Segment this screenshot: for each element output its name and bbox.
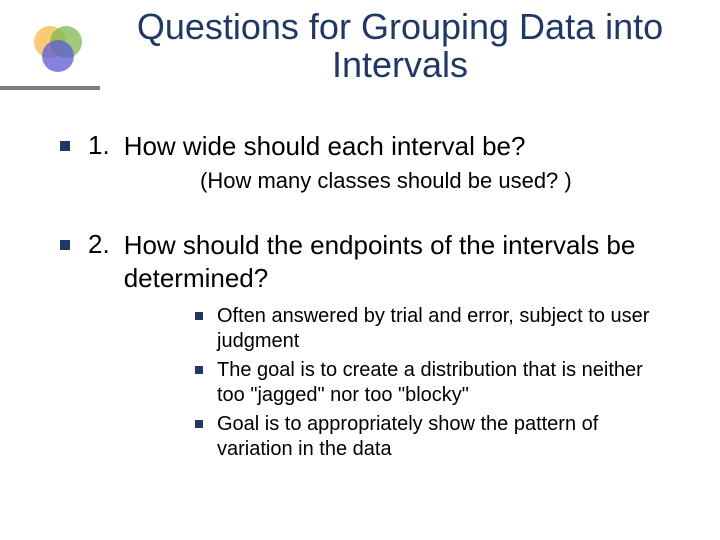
square-bullet-icon bbox=[195, 312, 203, 320]
sub-item-text: Goal is to appropriately show the patter… bbox=[217, 412, 670, 462]
item-text: How wide should each interval be? bbox=[124, 130, 526, 163]
sub-list-item: Often answered by trial and error, subje… bbox=[195, 304, 670, 354]
sub-item-text: Often answered by trial and error, subje… bbox=[217, 304, 670, 354]
sub-item-text: The goal is to create a distribution tha… bbox=[217, 358, 670, 408]
square-bullet-icon bbox=[195, 420, 203, 428]
list-item: 2. How should the endpoints of the inter… bbox=[60, 229, 670, 294]
slide-title: Questions for Grouping Data into Interva… bbox=[120, 8, 680, 84]
list-item: 1. How wide should each interval be? bbox=[60, 130, 670, 163]
item-number: 2. bbox=[88, 229, 110, 260]
logo-venn bbox=[28, 20, 88, 80]
sub-list-item: Goal is to appropriately show the patter… bbox=[195, 412, 670, 462]
slide: Questions for Grouping Data into Interva… bbox=[0, 0, 720, 540]
item-number: 1. bbox=[88, 130, 110, 161]
square-bullet-icon bbox=[195, 366, 203, 374]
sub-list: Often answered by trial and error, subje… bbox=[195, 304, 670, 462]
sub-list-item: The goal is to create a distribution tha… bbox=[195, 358, 670, 408]
item-subtext: (How many classes should be used? ) bbox=[200, 167, 670, 196]
square-bullet-icon bbox=[60, 141, 70, 151]
square-bullet-icon bbox=[60, 240, 70, 250]
title-underline bbox=[0, 86, 100, 90]
slide-body: 1. How wide should each interval be? (Ho… bbox=[60, 130, 670, 466]
item-text: How should the endpoints of the interval… bbox=[124, 229, 670, 294]
